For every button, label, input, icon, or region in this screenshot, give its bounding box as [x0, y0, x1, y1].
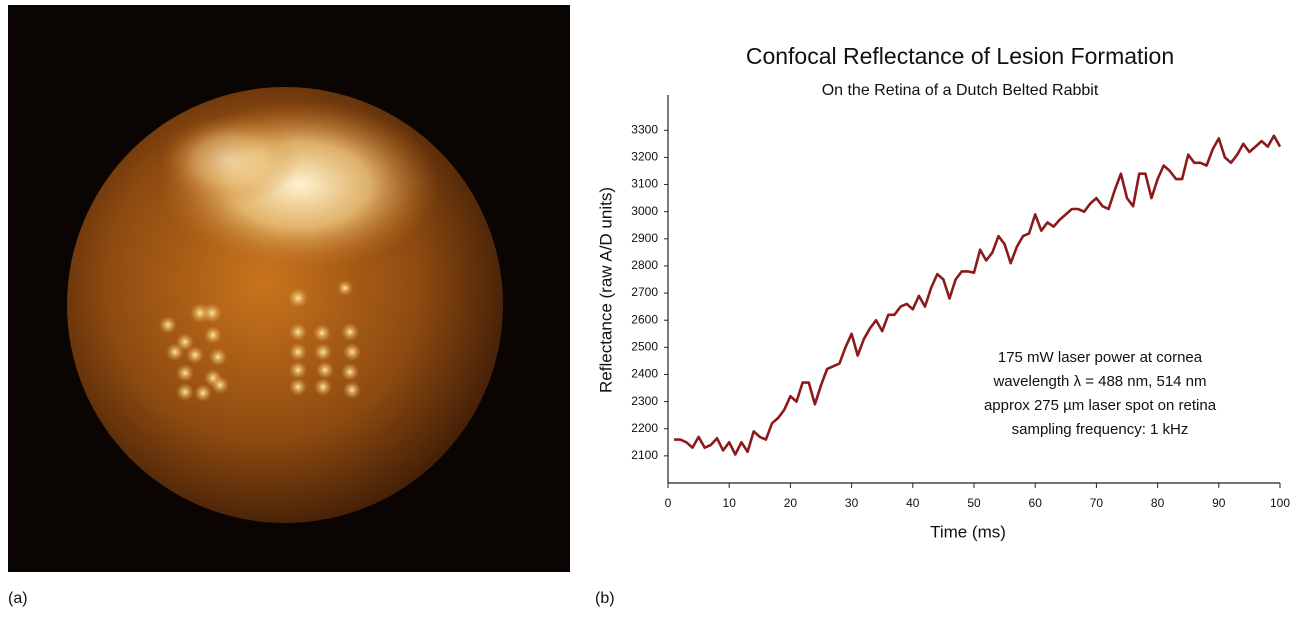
- x-tick-label: 50: [967, 496, 981, 510]
- x-tick-label: 30: [845, 496, 859, 510]
- chart-title: Confocal Reflectance of Lesion Formation: [746, 43, 1174, 69]
- x-tick-label: 60: [1029, 496, 1043, 510]
- x-tick-label: 80: [1151, 496, 1165, 510]
- y-tick-label: 2600: [631, 312, 658, 326]
- y-tick-label: 2500: [631, 340, 658, 354]
- y-tick-label: 3100: [631, 177, 658, 191]
- y-tick-label: 3300: [631, 122, 658, 136]
- y-tick-label: 2900: [631, 231, 658, 245]
- x-tick-label: 40: [906, 496, 920, 510]
- x-tick-label: 100: [1270, 496, 1290, 510]
- y-tick-label: 2700: [631, 285, 658, 299]
- x-tick-label: 70: [1090, 496, 1104, 510]
- annotation: wavelength λ = 488 nm, 514 nm: [992, 373, 1206, 390]
- x-axis-label: Time (ms): [930, 522, 1006, 541]
- y-tick-label: 2300: [631, 394, 658, 408]
- panel-label: (b): [595, 590, 615, 607]
- figure: (a) (b) Confocal Reflectance of Lesion F…: [0, 0, 1298, 612]
- panel-label: (a): [8, 590, 28, 607]
- x-tick-label: 0: [665, 496, 672, 510]
- fundus-photo: [8, 5, 570, 572]
- y-axis-label: Reflectance (raw A/D units): [596, 187, 615, 393]
- annotation: 175 mW laser power at cornea: [998, 349, 1203, 366]
- annotation: sampling frequency: 1 kHz: [1012, 421, 1189, 438]
- y-tick-label: 2200: [631, 421, 658, 435]
- y-tick-label: 3200: [631, 150, 658, 164]
- x-tick-label: 20: [784, 496, 798, 510]
- x-tick-label: 10: [723, 496, 737, 510]
- y-tick-label: 2400: [631, 367, 658, 381]
- y-tick-label: 2100: [631, 448, 658, 462]
- y-tick-label: 3000: [631, 204, 658, 218]
- annotation: approx 275 µm laser spot on retina: [984, 397, 1217, 414]
- x-tick-label: 90: [1212, 496, 1226, 510]
- y-tick-label: 2800: [631, 258, 658, 272]
- chart-subtitle: On the Retina of a Dutch Belted Rabbit: [822, 82, 1099, 99]
